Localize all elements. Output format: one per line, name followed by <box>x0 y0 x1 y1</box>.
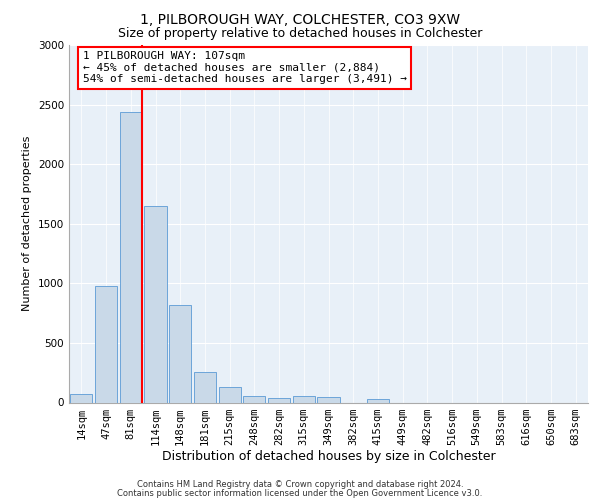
Bar <box>119 112 142 403</box>
Bar <box>95 286 117 403</box>
Text: 1 PILBOROUGH WAY: 107sqm
← 45% of detached houses are smaller (2,884)
54% of sem: 1 PILBOROUGH WAY: 107sqm ← 45% of detach… <box>83 51 407 84</box>
Bar <box>268 398 290 402</box>
Text: Contains HM Land Registry data © Crown copyright and database right 2024.: Contains HM Land Registry data © Crown c… <box>137 480 463 489</box>
Text: 1, PILBOROUGH WAY, COLCHESTER, CO3 9XW: 1, PILBOROUGH WAY, COLCHESTER, CO3 9XW <box>140 12 460 26</box>
Bar <box>317 397 340 402</box>
Text: Contains public sector information licensed under the Open Government Licence v3: Contains public sector information licen… <box>118 488 482 498</box>
Bar <box>169 305 191 402</box>
Bar <box>293 396 315 402</box>
Bar <box>70 394 92 402</box>
Bar <box>243 396 265 402</box>
Text: Size of property relative to detached houses in Colchester: Size of property relative to detached ho… <box>118 28 482 40</box>
Y-axis label: Number of detached properties: Number of detached properties <box>22 136 32 312</box>
Bar <box>367 399 389 402</box>
Bar <box>145 206 167 402</box>
X-axis label: Distribution of detached houses by size in Colchester: Distribution of detached houses by size … <box>161 450 496 464</box>
Bar <box>194 372 216 402</box>
Bar <box>218 387 241 402</box>
